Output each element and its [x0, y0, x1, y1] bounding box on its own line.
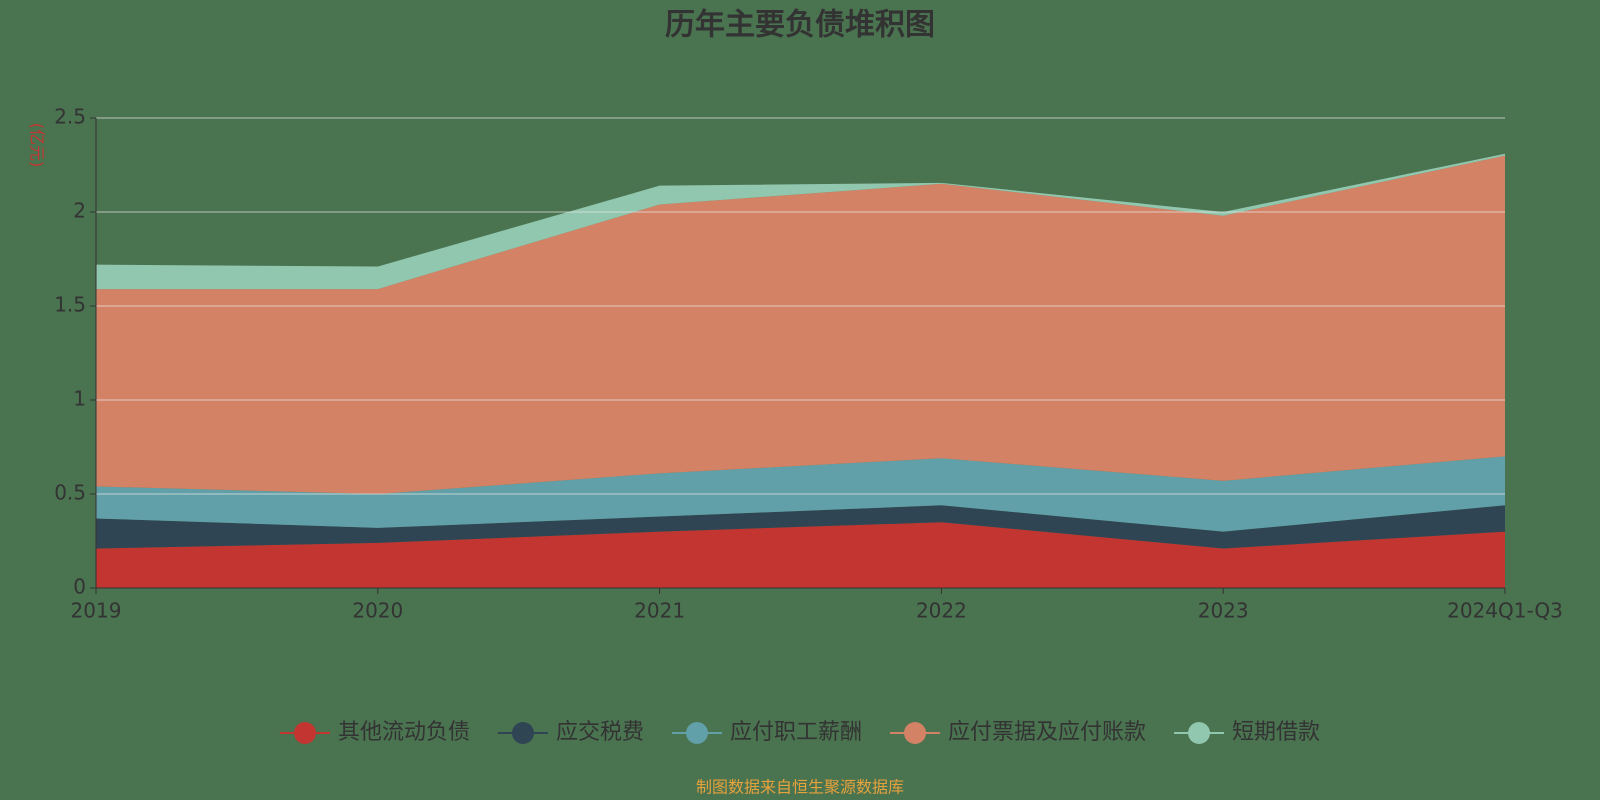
- legend: 其他流动负债 应交税费 应付职工薪酬 应付票据及应付账款 短期借款: [279, 720, 1320, 745]
- area: [96, 522, 1505, 588]
- legend-item: 应付票据及应付账款: [890, 720, 1146, 745]
- y-tick-label: 2: [73, 199, 86, 223]
- legend-item: 其他流动负债: [279, 720, 470, 745]
- y-tick-label: 1: [73, 387, 86, 411]
- x-tick-label: 2022: [916, 599, 967, 623]
- legend-item: 短期借款: [1174, 720, 1320, 745]
- legend-label: 其他流动负债: [338, 720, 470, 745]
- y-tick-label: 0: [73, 575, 86, 599]
- legend-marker: [685, 722, 708, 744]
- y-tick-label: 2.5: [54, 105, 86, 129]
- x-tick-label: 2021: [634, 599, 685, 623]
- y-axis-label: (亿元): [28, 123, 47, 168]
- legend-marker: [293, 722, 316, 744]
- x-tick-label: 2024Q1-Q3: [1447, 599, 1563, 623]
- legend-marker: [511, 722, 534, 744]
- legend-marker: [1188, 722, 1211, 744]
- chart-title: 历年主要负债堆积图: [665, 8, 935, 43]
- y-tick-label: 1.5: [54, 293, 86, 317]
- legend-label: 应付职工薪酬: [730, 720, 862, 745]
- x-tick-label: 2019: [71, 599, 122, 623]
- legend-marker: [904, 722, 927, 744]
- legend-label: 短期借款: [1232, 720, 1320, 745]
- y-tick-label: 0.5: [54, 481, 86, 505]
- x-tick-label: 2023: [1198, 599, 1249, 623]
- x-tick-label: 2020: [352, 599, 403, 623]
- area: [96, 153, 1505, 290]
- legend-item: 应交税费: [497, 720, 644, 745]
- legend-item: 应付职工薪酬: [671, 720, 862, 745]
- area: [96, 155, 1505, 494]
- legend-label: 应付票据及应付账款: [948, 720, 1146, 745]
- legend-label: 应交税费: [556, 720, 644, 745]
- source-note: 制图数据来自恒生聚源数据库: [696, 778, 904, 797]
- area: [96, 505, 1505, 549]
